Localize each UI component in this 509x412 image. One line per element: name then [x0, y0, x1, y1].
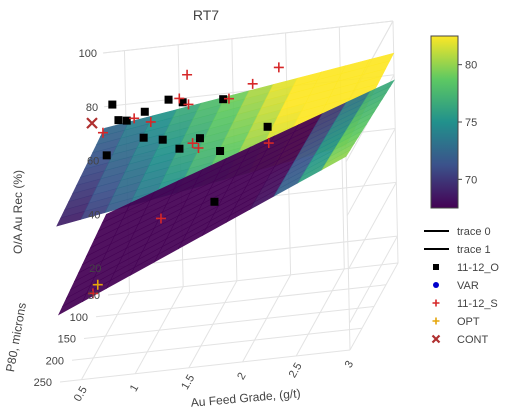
legend-label: trace 0: [457, 226, 491, 238]
x-tick-label: 2.5: [287, 361, 305, 380]
legend-marker-icon: [432, 299, 440, 307]
grid-line-y: [71, 327, 363, 361]
grid-line-y: [107, 262, 399, 296]
colorbar-tick-label: 75: [465, 117, 477, 129]
legend-label: 11-12_S: [457, 298, 498, 310]
data-point: [108, 100, 117, 109]
data-point: [140, 107, 149, 116]
series-CONT: [86, 117, 98, 129]
x-tick-label: 0.5: [72, 385, 90, 404]
z-tick-label: 60: [87, 156, 99, 168]
legend-label: OPT: [457, 316, 480, 328]
grid-line-y: [59, 349, 351, 383]
legend: trace 0 trace 1 11-12_O VAR 11-12_S OPT CONT: [424, 226, 499, 346]
series-11-12_O: [102, 95, 272, 206]
series-OPT: [92, 279, 103, 290]
grid-line-z-side: [349, 235, 398, 324]
surface-cell: [365, 79, 396, 99]
x-axis-title: Au Feed Grade, (g/t): [190, 386, 301, 410]
y-axis-title: P80, microns: [3, 302, 29, 373]
data-point: [182, 69, 193, 80]
legend-label: CONT: [457, 334, 488, 346]
grid-line-z: [102, 20, 394, 54]
legend-marker-icon: [433, 264, 439, 270]
grid-line-z-side: [347, 182, 397, 270]
legend-item[interactable]: 11-12_O: [433, 262, 499, 274]
legend-item[interactable]: 11-12_S: [432, 298, 498, 310]
data-point: [178, 98, 187, 107]
series-11-12_S: [87, 62, 284, 299]
data-point: [263, 122, 272, 131]
z-tick-label: 40: [88, 209, 100, 221]
data-point: [97, 127, 108, 138]
data-point: [129, 113, 140, 124]
data-point: [263, 138, 274, 149]
data-point: [122, 116, 131, 125]
legend-label: trace 1: [457, 244, 491, 256]
surface-layer: [56, 52, 396, 316]
x-tick-label: 2: [235, 371, 248, 382]
chart-title: RT7: [193, 7, 219, 23]
z-tick-label: 20: [89, 263, 101, 275]
data-point: [145, 116, 156, 127]
data-point: [183, 99, 194, 110]
surface-cell: [365, 52, 395, 68]
y-tick-label: 250: [34, 377, 52, 389]
data-point: [273, 62, 284, 73]
data-point: [158, 135, 167, 144]
data-point: [87, 288, 98, 299]
data-point: [219, 95, 228, 104]
y-tick-label: 200: [46, 355, 64, 367]
z-tick-label: 80: [86, 102, 98, 114]
legend-marker-icon: [433, 282, 439, 288]
legend-marker-icon: [431, 334, 441, 344]
legend-item[interactable]: trace 1: [424, 244, 491, 256]
data-point: [164, 95, 173, 104]
y-tick-label: 150: [58, 334, 76, 346]
x-tick-label: 3: [343, 359, 356, 370]
grid-line-y: [83, 306, 375, 339]
legend-label: 11-12_O: [457, 262, 499, 274]
colorbar: 70 75 80: [430, 35, 477, 209]
data-point: [114, 116, 123, 125]
data-point: [102, 151, 111, 160]
data-point: [210, 197, 219, 206]
data-point: [193, 142, 204, 153]
data-point: [174, 93, 185, 104]
y-tick-label: 100: [70, 312, 88, 324]
data-point: [195, 134, 204, 143]
data-point: [139, 133, 148, 142]
y-tick-label: 50: [88, 290, 100, 302]
legend-item[interactable]: trace 0: [424, 226, 491, 238]
data-point: [175, 144, 184, 153]
data-point: [247, 78, 258, 89]
z-axis-title: O/A Au Rec (%): [11, 170, 25, 254]
legend-label: VAR: [457, 280, 479, 292]
grid-line-z-side: [346, 128, 396, 216]
x-tick-label: 1.5: [179, 373, 197, 392]
data-point: [86, 117, 98, 129]
marker-layer: [86, 62, 284, 299]
z-tick-label: 100: [79, 48, 97, 60]
colorbar-tick-label: 70: [465, 174, 477, 186]
x-tick-label: 1: [128, 383, 141, 394]
colorbar-gradient: [430, 35, 459, 209]
grid-line-z: [107, 235, 398, 269]
legend-marker-icon: [432, 317, 440, 325]
grid-line-y: [95, 284, 387, 318]
colorbar-tick-label: 80: [465, 60, 477, 72]
legend-item[interactable]: OPT: [432, 316, 480, 328]
legend-item[interactable]: VAR: [433, 280, 479, 292]
data-point: [187, 138, 198, 149]
data-point: [223, 93, 234, 104]
data-point: [155, 213, 166, 224]
data-point: [92, 279, 103, 290]
surface-trace-1: [57, 79, 396, 316]
legend-item[interactable]: CONT: [431, 334, 489, 346]
data-point: [216, 147, 225, 156]
